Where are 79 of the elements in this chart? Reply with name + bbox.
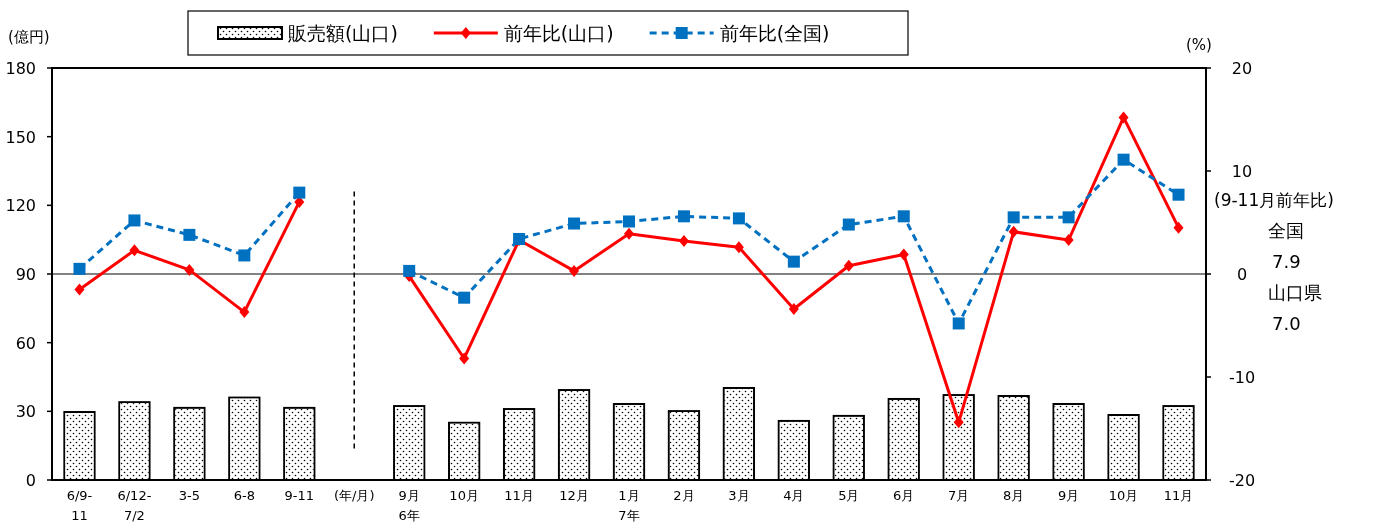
legend-label: 販売額(山口) — [288, 22, 398, 44]
x-tick-label: 7月 — [948, 488, 970, 503]
x-tick-label: 10月 — [1108, 488, 1139, 503]
point — [129, 244, 140, 257]
x-tick-label: 9-11 — [284, 488, 315, 503]
x-tick-label: 3-5 — [178, 488, 200, 503]
x-tick-label: 6-8 — [233, 488, 255, 503]
point — [842, 218, 855, 231]
y2-tick-label: 10 — [1231, 162, 1253, 181]
point — [843, 259, 854, 272]
point — [1118, 111, 1129, 124]
text: 7.0 — [1272, 313, 1301, 334]
y2-tick-label: 20 — [1231, 59, 1253, 78]
y-tick-label: 0 — [25, 471, 36, 490]
point — [678, 235, 689, 248]
legend-label: 前年比(山口) — [503, 22, 614, 44]
y-tick-label: 120 — [5, 196, 36, 216]
point — [568, 217, 581, 230]
point — [239, 306, 250, 319]
point — [1008, 225, 1019, 238]
x-tick-label: 2月 — [673, 488, 695, 503]
point — [74, 283, 85, 296]
legend-label: 前年比(全国) — [719, 22, 830, 44]
y-tick-label: 90 — [15, 265, 36, 284]
point — [459, 352, 470, 365]
point — [953, 416, 964, 429]
point — [128, 214, 141, 227]
point — [293, 186, 306, 199]
text: (9-11月前年比) — [1214, 190, 1334, 210]
point — [1173, 221, 1184, 234]
point — [1172, 188, 1185, 201]
point — [952, 317, 965, 330]
x-tick-label: 11月 — [504, 488, 534, 503]
point — [1007, 211, 1020, 224]
x-tick-label: 4月 — [783, 488, 805, 503]
point — [897, 210, 910, 223]
y2-tick-label: 0 — [1236, 265, 1248, 284]
y-axis-title: (億円) — [8, 28, 50, 46]
y2-tick-label: -10 — [1228, 368, 1256, 387]
point — [458, 291, 471, 304]
y-tick-label: 30 — [15, 402, 36, 422]
text: 7.9 — [1272, 251, 1301, 272]
x-tick-label: 3月 — [728, 488, 750, 503]
x-tick-label: 11月 — [1163, 488, 1194, 503]
x-tick-label: 10月 — [449, 488, 479, 503]
point — [1063, 234, 1074, 247]
point — [733, 241, 744, 254]
point — [184, 263, 195, 276]
x-tick-label: 12月 — [559, 488, 589, 503]
y-tick-label: 150 — [5, 127, 36, 147]
y-tick-label: 180 — [5, 59, 36, 78]
point — [788, 303, 799, 316]
x-tick-label: 8月 — [1003, 488, 1025, 503]
text: 山口県 — [1268, 282, 1322, 303]
point — [787, 255, 800, 268]
point — [1062, 211, 1075, 224]
y2-tick-label: -20 — [1228, 471, 1256, 490]
x-tick-label: 6/12-7/2 — [117, 488, 152, 523]
point — [623, 215, 635, 228]
point — [183, 228, 196, 241]
point — [1117, 153, 1130, 166]
text: 全国 — [1268, 220, 1304, 241]
point — [732, 212, 745, 225]
x-tick-label: 9月 6年 — [398, 488, 420, 523]
point — [238, 249, 251, 262]
point — [677, 210, 690, 223]
y-tick-label: 60 — [15, 333, 36, 353]
x-tick-label: 5月 — [838, 488, 860, 503]
x-tick-label: 6月 — [893, 488, 915, 503]
x-tick-label: 9月 — [1057, 488, 1080, 503]
y2-axis-title: (%) — [1186, 36, 1212, 54]
point — [403, 264, 416, 277]
point — [898, 248, 909, 261]
x-tick-label: 6/9-11 — [66, 488, 93, 523]
point — [73, 262, 86, 275]
point — [569, 264, 580, 277]
x-tick-label: (年/月) — [333, 488, 375, 503]
point — [624, 227, 634, 240]
x-tick-label: 1月 7年 — [618, 488, 640, 523]
